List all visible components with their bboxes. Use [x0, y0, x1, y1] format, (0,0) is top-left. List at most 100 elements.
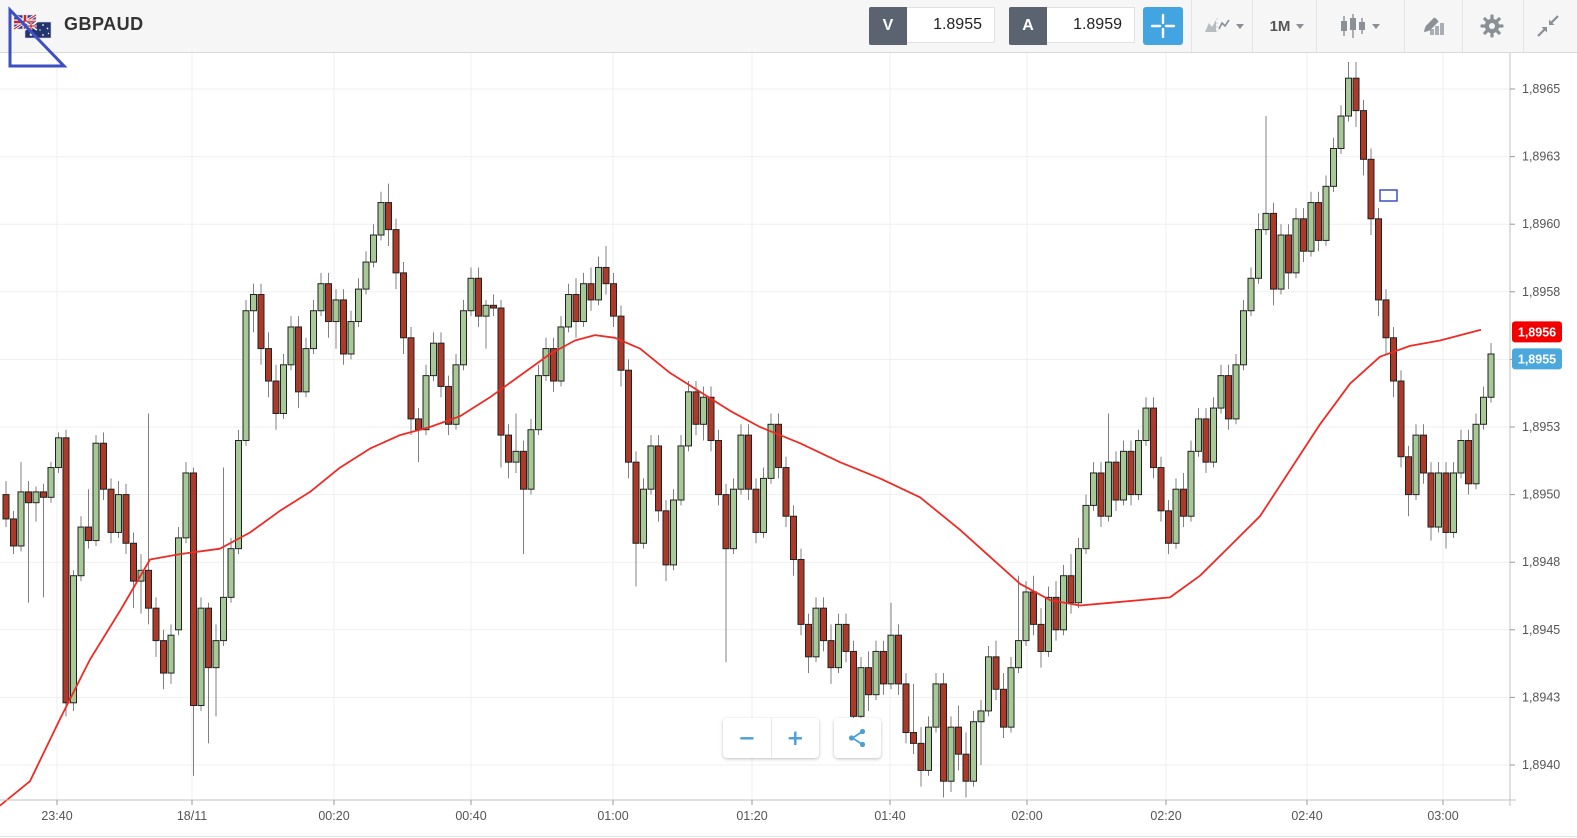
toolbar-separator: [1252, 0, 1253, 52]
candle-body: [280, 364, 287, 414]
candle-body: [1202, 418, 1210, 463]
candle-body: [1082, 504, 1090, 550]
ask-quote-button[interactable]: A 1.8959: [1009, 7, 1135, 45]
candle-body: [1232, 364, 1240, 420]
share-button[interactable]: [834, 718, 881, 758]
candle-body: [257, 294, 265, 350]
time-tick-label: 01:40: [874, 809, 905, 823]
candle-body: [490, 304, 497, 309]
settings-gear-icon: [1480, 14, 1504, 38]
candle-body: [1030, 591, 1037, 625]
candle-body: [647, 445, 655, 490]
candle-body: [565, 294, 572, 328]
crosshair-tool-button[interactable]: [1143, 7, 1183, 45]
candle-body: [62, 437, 70, 704]
toolbar-separator: [1316, 0, 1317, 52]
candle-body: [370, 234, 377, 263]
candle-body: [587, 283, 595, 301]
last-price-badge: [1512, 321, 1562, 343]
candle-body: [812, 607, 820, 658]
window-bottom-edge: [0, 836, 1577, 837]
candle-body: [917, 742, 925, 771]
ask-label: A: [1009, 7, 1047, 45]
chart-header: GBPAUD V 1.8955 A 1.8959: [0, 0, 1577, 53]
crosshair-icon: [1150, 13, 1176, 39]
current-price-badge-label: 1,8955: [1518, 352, 1556, 366]
candle-body: [1142, 407, 1150, 442]
candle-body: [10, 518, 17, 547]
time-tick-label: 01:00: [597, 809, 628, 823]
price-tick-label: 1,8953: [1522, 420, 1560, 434]
candle-body: [122, 494, 130, 544]
timeframe-label: 1M: [1269, 17, 1291, 35]
candle-body: [1217, 375, 1225, 409]
candle-body: [1247, 277, 1255, 312]
candle-body: [572, 294, 580, 323]
candle-body: [872, 650, 880, 696]
candle-body: [332, 299, 340, 323]
candle-body: [1292, 218, 1300, 274]
toolbar-separator: [1523, 0, 1524, 52]
candle-body: [625, 369, 632, 463]
chart-mode-button[interactable]: [1196, 0, 1252, 52]
zoom-in-button[interactable]: +: [772, 718, 820, 758]
price-tick-label: 1,8945: [1522, 623, 1560, 637]
candle-body: [610, 283, 617, 317]
candle-body: [1307, 202, 1315, 252]
candle-body: [715, 440, 722, 496]
candle-body: [115, 494, 122, 533]
bid-quote-button[interactable]: V 1.8955: [869, 7, 995, 45]
bid-value: 1.8955: [907, 7, 995, 43]
selection-handle-rect: [1379, 189, 1398, 202]
candle-body: [1352, 77, 1360, 112]
candle-body: [47, 467, 55, 498]
candle-body: [497, 307, 505, 436]
candle-body: [827, 640, 835, 669]
chart-type-dropdown[interactable]: [1322, 0, 1398, 52]
settings-button[interactable]: [1466, 0, 1518, 52]
candle-body: [100, 442, 107, 490]
collapse-chart-button[interactable]: [1524, 0, 1572, 52]
chart-canvas[interactable]: 1,8965 1,8963 1,8960 1,8958 1,8953 1,8950 1,89…: [0, 52, 1577, 838]
candle-body: [467, 277, 475, 312]
candle-body: [325, 283, 332, 323]
candle-body: [1180, 488, 1187, 517]
toolbar-separator: [1404, 0, 1405, 52]
candlestick-chart[interactable]: 1,8965 1,8963 1,8960 1,8958 1,8953 1,8950 1,89…: [0, 52, 1577, 838]
candle-body: [1052, 596, 1060, 631]
symbol-title: GBPAUD: [64, 14, 144, 34]
candle-body: [1322, 185, 1330, 241]
candle-body: [775, 423, 782, 469]
candle-body: [377, 202, 385, 236]
candle-body: [1120, 450, 1127, 501]
candle-body: [760, 477, 767, 533]
candle-body: [347, 321, 355, 355]
timeframe-dropdown[interactable]: 1M: [1258, 0, 1316, 52]
candle-body: [535, 375, 542, 431]
candle-body: [940, 683, 947, 782]
drawing-tools-button[interactable]: [1408, 0, 1460, 52]
price-tick-label: 1,8963: [1522, 150, 1560, 164]
candle-body: [1405, 456, 1412, 496]
candle-body: [17, 491, 25, 547]
candle-body: [782, 467, 790, 517]
zoom-out-button[interactable]: −: [723, 718, 772, 758]
candle-body: [550, 348, 557, 382]
candle-body: [145, 569, 152, 609]
candle-body: [445, 385, 452, 425]
candle-body: [752, 488, 760, 533]
candle-body: [1472, 423, 1480, 485]
candle-body: [895, 634, 902, 685]
candle-body: [910, 732, 917, 744]
candle-body: [955, 726, 962, 755]
candle-body: [272, 380, 280, 414]
candle-body: [422, 375, 430, 431]
candle-body: [902, 683, 910, 734]
toolbar-separator: [1191, 0, 1192, 52]
candle-body: [1330, 147, 1337, 187]
price-tick-label: 1,8940: [1522, 758, 1560, 772]
candle-body: [1337, 115, 1345, 149]
candle-body: [182, 472, 190, 539]
candle-body: [1345, 77, 1352, 117]
candle-body: [970, 721, 977, 782]
